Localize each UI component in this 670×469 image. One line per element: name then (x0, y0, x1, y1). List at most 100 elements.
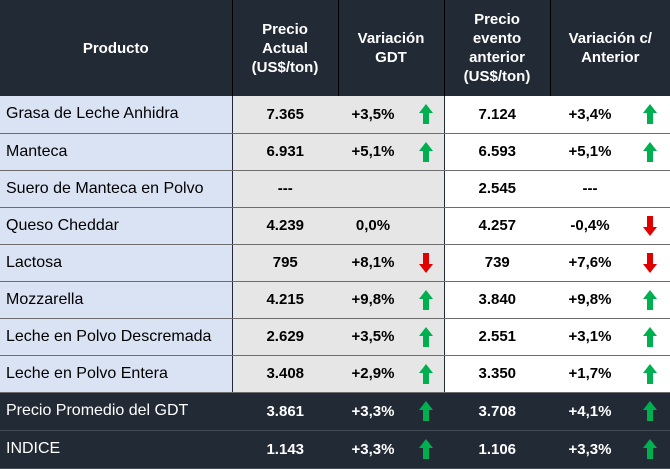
var-gdt: +3,3% (338, 392, 408, 431)
var-gdt-arrow (408, 170, 445, 208)
var-prev: +4,1% (550, 392, 631, 431)
price-prev: 3.708 (444, 392, 551, 431)
price-current: 7.365 (232, 96, 338, 134)
var-gdt-arrow (408, 318, 445, 356)
var-prev-arrow (630, 392, 670, 431)
var-prev-arrow (630, 170, 670, 208)
var-gdt-arrow (408, 96, 445, 134)
var-gdt: +3,3% (338, 430, 408, 469)
price-prev: 7.124 (444, 96, 551, 134)
arrow-up-icon (418, 289, 433, 310)
var-prev: +5,1% (550, 133, 631, 171)
header-var-prev: Variación c/ Anterior (550, 0, 670, 96)
var-prev-arrow (630, 207, 670, 245)
price-prev: 1.106 (444, 430, 551, 469)
var-prev: +1,7% (550, 355, 631, 393)
var-prev-arrow (630, 355, 670, 393)
price-prev: 4.257 (444, 207, 551, 245)
var-prev: --- (550, 170, 631, 208)
summary-row: Precio Promedio del GDT 3.861 +3,3% 3.708 +4… (0, 392, 670, 431)
var-gdt: +2,9% (338, 355, 408, 393)
arrow-up-icon (643, 104, 658, 125)
table-row: Leche en Polvo Descremada 2.629 +3,5% 2.551… (0, 318, 670, 356)
product-name: Queso Cheddar (0, 207, 233, 245)
summary-row: INDICE 1.143 +3,3% 1.106 +3,3% (0, 430, 670, 469)
var-gdt-arrow (408, 355, 445, 393)
var-prev: +9,8% (550, 281, 631, 319)
var-prev: +3,4% (550, 96, 631, 134)
price-current: 795 (232, 244, 338, 282)
arrow-up-icon (418, 141, 433, 162)
price-current: 3.408 (232, 355, 338, 393)
price-prev: 2.551 (444, 318, 551, 356)
arrow-up-icon (643, 141, 658, 162)
var-gdt-arrow (408, 281, 445, 319)
arrow-down-icon (643, 215, 658, 236)
price-current: 4.215 (232, 281, 338, 319)
var-gdt-arrow (408, 430, 445, 469)
var-gdt-arrow (408, 392, 445, 431)
var-gdt: +3,5% (338, 96, 408, 134)
var-gdt: +8,1% (338, 244, 408, 282)
table-row: Grasa de Leche Anhidra 7.365 +3,5% 7.124 +3,… (0, 96, 670, 134)
product-name: Grasa de Leche Anhidra (0, 96, 233, 134)
product-name: Manteca (0, 133, 233, 171)
table-row: Manteca 6.931 +5,1% 6.593 +5,1% (0, 133, 670, 171)
var-gdt: +5,1% (338, 133, 408, 171)
var-gdt: 0,0% (338, 207, 408, 245)
var-prev-arrow (630, 281, 670, 319)
product-name: Mozzarella (0, 281, 233, 319)
var-gdt-arrow (408, 244, 445, 282)
price-current: 2.629 (232, 318, 338, 356)
arrow-up-icon (643, 289, 658, 310)
arrow-down-icon (418, 252, 433, 273)
arrow-down-icon (643, 252, 658, 273)
product-name: Lactosa (0, 244, 233, 282)
var-prev: +3,3% (550, 430, 631, 469)
header-price-current: Precio Actual (US$/ton) (232, 0, 339, 96)
arrow-up-icon (418, 363, 433, 384)
table-row: Suero de Manteca en Polvo --- 2.545 --- (0, 170, 670, 208)
var-prev: +7,6% (550, 244, 631, 282)
price-current: 6.931 (232, 133, 338, 171)
arrow-up-icon (643, 439, 658, 459)
arrow-up-icon (418, 326, 433, 347)
arrow-up-icon (418, 104, 433, 125)
var-prev-arrow (630, 133, 670, 171)
var-prev-arrow (630, 318, 670, 356)
table-row: Queso Cheddar 4.239 0,0% 4.257 -0,4% (0, 207, 670, 245)
var-gdt-arrow (408, 207, 445, 245)
product-name: Precio Promedio del GDT (0, 392, 233, 431)
table-row: Mozzarella 4.215 +9,8% 3.840 +9,8% (0, 281, 670, 319)
var-prev-arrow (630, 430, 670, 469)
product-name: Leche en Polvo Descremada (0, 318, 233, 356)
var-gdt-arrow (408, 133, 445, 171)
arrow-up-icon (643, 363, 658, 384)
product-name: Leche en Polvo Entera (0, 355, 233, 393)
var-gdt: +9,8% (338, 281, 408, 319)
price-prev: 739 (444, 244, 551, 282)
price-prev: 3.840 (444, 281, 551, 319)
price-current: 1.143 (232, 430, 338, 469)
price-current: --- (232, 170, 338, 208)
var-prev: +3,1% (550, 318, 631, 356)
table-row: Leche en Polvo Entera 3.408 +2,9% 3.350 +1,7… (0, 355, 670, 393)
var-gdt (338, 170, 408, 208)
var-prev-arrow (630, 96, 670, 134)
arrow-up-icon (418, 401, 433, 421)
price-prev: 3.350 (444, 355, 551, 393)
arrow-up-icon (643, 326, 658, 347)
product-name: INDICE (0, 430, 233, 469)
arrow-up-icon (418, 439, 433, 459)
price-prev: 6.593 (444, 133, 551, 171)
var-prev: -0,4% (550, 207, 631, 245)
var-gdt: +3,5% (338, 318, 408, 356)
table-row: Lactosa 795 +8,1% 739 +7,6% (0, 244, 670, 282)
var-prev-arrow (630, 244, 670, 282)
arrow-up-icon (643, 401, 658, 421)
header-row: Producto Precio Actual (US$/ton) Variaci… (0, 0, 670, 96)
price-current: 3.861 (232, 392, 338, 431)
header-product: Producto (0, 0, 233, 96)
header-price-prev: Precio evento anterior (US$/ton) (444, 0, 551, 96)
